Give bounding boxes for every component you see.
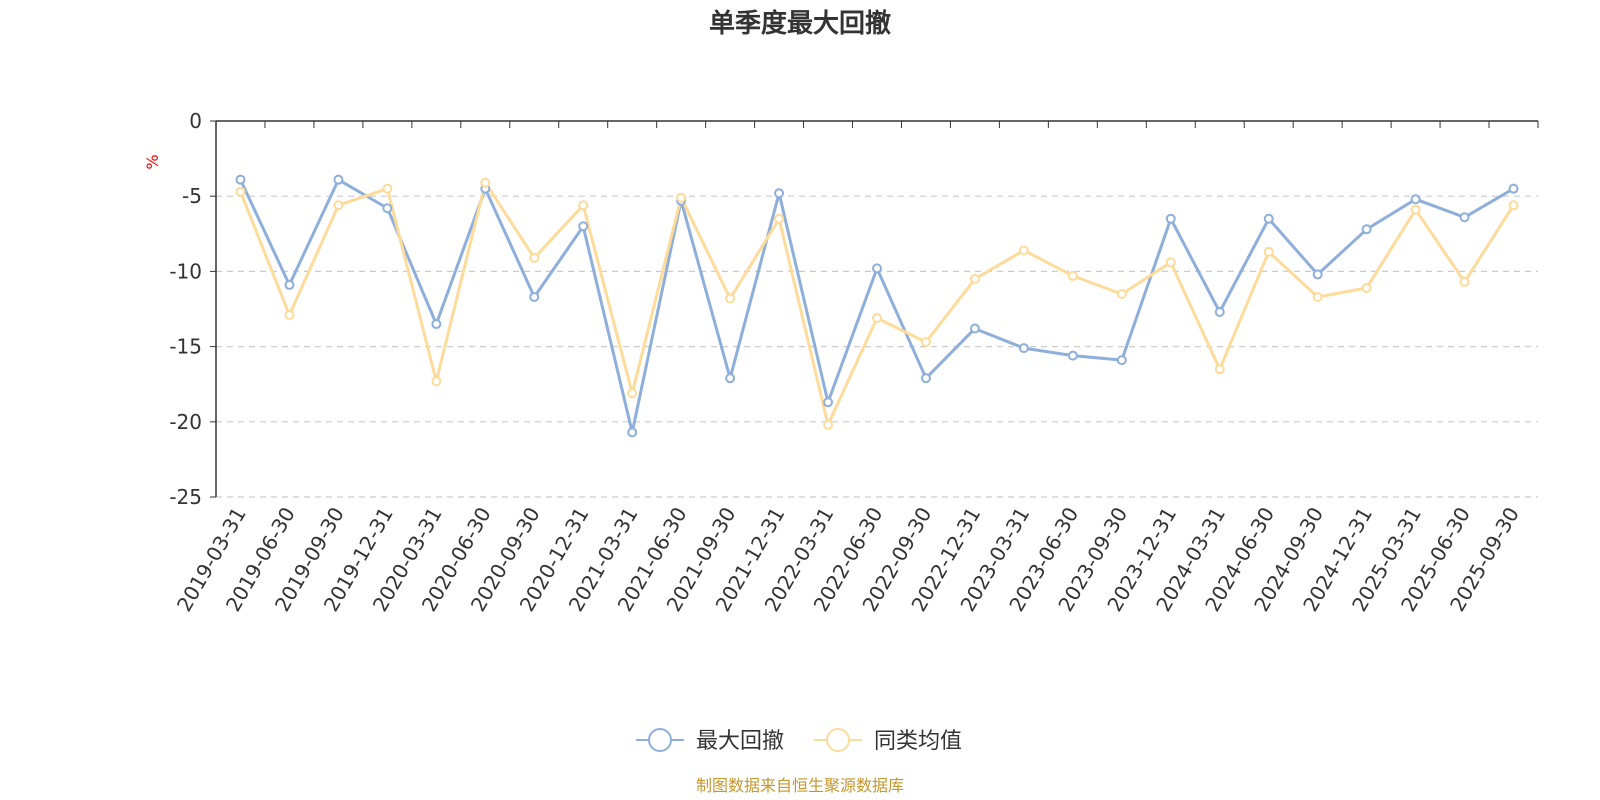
series-1-point <box>1067 350 1078 361</box>
series-1-point <box>725 373 736 384</box>
series-2-point <box>774 213 785 224</box>
series-1-point <box>1214 307 1225 318</box>
series-2-point <box>1410 204 1421 215</box>
legend-marker <box>648 728 672 752</box>
y-unit-label: % <box>143 154 162 169</box>
series-2-point <box>1165 257 1176 268</box>
series-2-point <box>382 183 393 194</box>
series-1-point <box>1263 213 1274 224</box>
series-2-point <box>480 177 491 188</box>
y-tick-label: -15 <box>169 335 202 359</box>
series-2-point <box>1508 200 1519 211</box>
series-2-point <box>1214 364 1225 375</box>
series-2-point <box>235 186 246 197</box>
series-1-point <box>872 263 882 274</box>
series-1-point <box>1410 194 1421 205</box>
series-2-point <box>1312 291 1323 302</box>
series-1-point <box>1508 183 1519 194</box>
y-tick-label: 0 <box>189 109 202 133</box>
series-2-point <box>1116 288 1127 299</box>
series-2-point <box>627 388 638 399</box>
series-2-point <box>1459 276 1470 287</box>
chart-title: 单季度最大回撤 <box>709 8 891 39</box>
y-tick-label: -20 <box>169 410 202 434</box>
grid-lines <box>216 195 1538 498</box>
series-1-point <box>1361 224 1372 235</box>
series-1-point <box>1165 213 1176 224</box>
legend-label: 同类均值 <box>874 729 962 754</box>
series-2-point <box>1018 245 1029 256</box>
series-1-point <box>382 203 393 214</box>
legend-marker <box>826 728 850 752</box>
legend-label: 最大回撤 <box>696 729 784 754</box>
series-2-point <box>529 252 540 263</box>
y-tick-labels: 0 -5 -10 -15 -20 -25 <box>169 109 202 509</box>
series-1-point <box>1459 212 1470 223</box>
series-1-point <box>1312 269 1323 280</box>
series-1-point <box>1018 343 1029 354</box>
series-2-point <box>725 293 736 304</box>
y-tick-label: -5 <box>182 184 202 208</box>
series-1-point <box>431 319 442 330</box>
series-2-point <box>1263 246 1274 257</box>
series-1-point <box>823 397 834 408</box>
series-1-point <box>529 291 540 302</box>
axes <box>210 120 1539 498</box>
series-2-point <box>676 192 687 203</box>
series-2-point <box>969 273 980 284</box>
series-1-point <box>969 323 980 334</box>
series-2-point <box>920 337 931 348</box>
series-line-1 <box>239 178 1515 434</box>
legend: 最大回撤 同类均值 <box>636 728 962 754</box>
series-2-point <box>872 313 882 324</box>
x-tick-labels: 2019-03-312019-06-302019-09-302019-12-31… <box>172 503 1524 616</box>
source-note: 制图数据来自恒生聚源数据库 <box>696 776 904 795</box>
series-1-point <box>284 279 295 290</box>
series-line-2 <box>239 181 1515 427</box>
series-1-point <box>774 188 785 199</box>
y-tick-label: -10 <box>169 259 202 283</box>
series-1-point <box>578 221 589 232</box>
series-2-point <box>431 376 442 387</box>
series-2-point <box>284 310 295 321</box>
series-1-point <box>235 174 246 185</box>
series-lines <box>239 178 1515 434</box>
y-tick-label: -25 <box>169 485 202 509</box>
series-points <box>235 174 1519 438</box>
series-2-point <box>1361 282 1372 293</box>
series-2-point <box>333 200 344 211</box>
series-1-point <box>1116 355 1127 366</box>
series-2-point <box>578 200 589 211</box>
series-1-point <box>920 373 931 384</box>
series-1-point <box>333 174 344 185</box>
series-2-point <box>823 419 834 430</box>
series-1-point <box>627 427 638 438</box>
series-2-point <box>1067 270 1078 281</box>
